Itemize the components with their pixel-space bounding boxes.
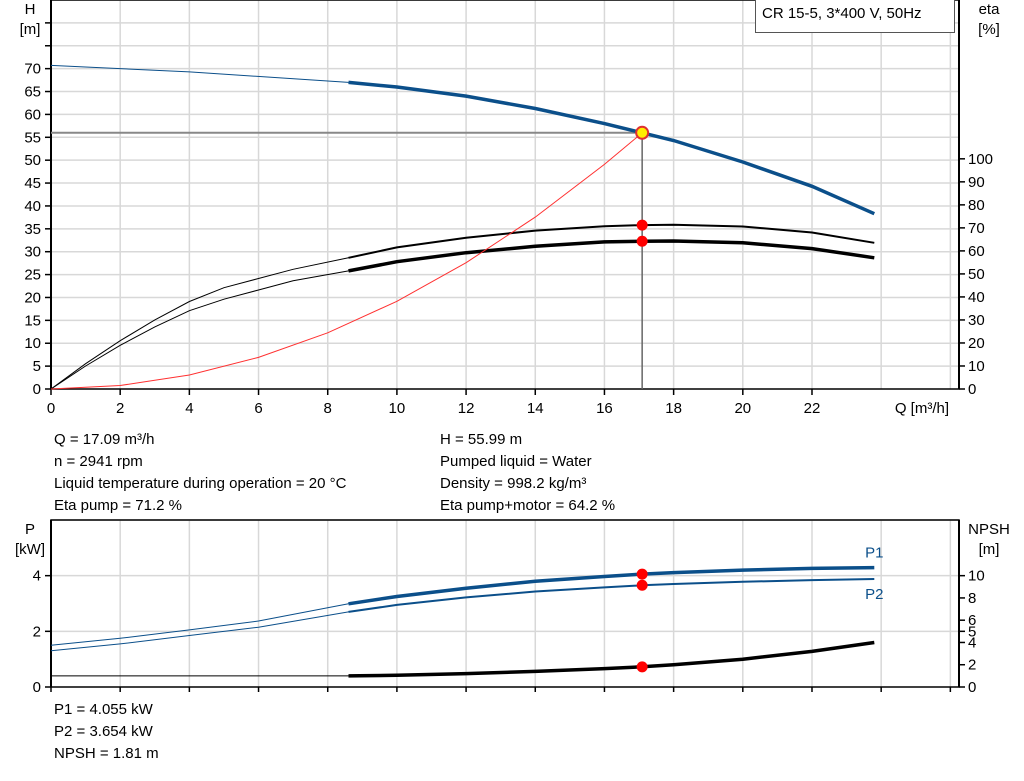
info-npsh: NPSH = 1.81 m <box>54 745 159 762</box>
info-temperature: Liquid temperature during operation = 20… <box>54 475 347 492</box>
x-tick-label: 16 <box>596 400 613 417</box>
y-tick-label: 55 <box>24 129 41 146</box>
y-tick-label: 70 <box>24 61 41 78</box>
y2-tick-label: 80 <box>968 197 985 214</box>
y2-tick-label: 0 <box>968 381 976 398</box>
y-tick-label: 65 <box>24 84 41 101</box>
marker-p2 <box>636 579 648 591</box>
marker-eta-pump-motor <box>636 235 648 247</box>
y-tick-label: 45 <box>24 175 41 192</box>
y-tick-label: 30 <box>24 244 41 261</box>
x-axis-title: Q [m³/h] <box>895 400 949 417</box>
x-tick-label: 2 <box>116 400 124 417</box>
info-head: H = 55.99 m <box>440 431 523 448</box>
y-tick-label: 0 <box>33 679 41 696</box>
y2-axis-title: NPSH <box>968 521 1010 538</box>
y2-tick-label: 40 <box>968 289 985 306</box>
curve-system-thin <box>50 132 643 390</box>
x-tick-label: 22 <box>804 400 821 417</box>
curve-eta_pump_motor-thin <box>50 270 349 390</box>
curve-head-thin <box>50 64 349 83</box>
x-tick-label: 8 <box>324 400 332 417</box>
info-p1: P1 = 4.055 kW <box>54 701 153 718</box>
y2-tick-label: 100 <box>968 151 993 168</box>
plot-frame <box>50 519 960 688</box>
y-tick-label: 0 <box>33 381 41 398</box>
x-tick-label: 0 <box>47 400 55 417</box>
y2-tick-label: 10 <box>968 568 985 585</box>
y2-tick-label: 90 <box>968 174 985 191</box>
curve-P2-thick <box>348 578 875 613</box>
y-axis-unit: [kW] <box>15 541 45 558</box>
y2-axis-unit: [m] <box>979 541 1000 558</box>
y2-axis-unit: [%] <box>978 21 1000 38</box>
plot-frame <box>50 0 960 390</box>
y2-tick-label: 60 <box>968 243 985 260</box>
y-tick-label: 2 <box>33 623 41 640</box>
y-axis-unit: [m] <box>20 21 41 38</box>
y2-tick-label: 2 <box>968 657 976 674</box>
marker-eta-pump <box>636 219 648 231</box>
y-tick-label: 50 <box>24 152 41 169</box>
pump-legend: CR 15-5, 3*400 V, 50Hz <box>755 0 955 33</box>
x-tick-label: 14 <box>527 400 544 417</box>
marker-duty-point <box>635 125 650 140</box>
y-tick-label: 60 <box>24 106 41 123</box>
marker-npsh <box>636 661 648 673</box>
y-axis-title: P <box>25 521 35 538</box>
info-eta-pump: Eta pump = 71.2 % <box>54 497 182 514</box>
info-density: Density = 998.2 kg/m³ <box>440 475 587 492</box>
y2-tick-label: 70 <box>968 220 985 237</box>
info-liquid: Pumped liquid = Water <box>440 453 592 470</box>
y2-tick-label: 4 <box>968 634 976 651</box>
x-tick-label: 10 <box>389 400 406 417</box>
x-tick-label: 4 <box>185 400 193 417</box>
y-tick-label: 35 <box>24 221 41 238</box>
curve-head-thick <box>348 80 876 216</box>
curve-eta_pump-thin <box>50 257 349 390</box>
curve-P1-thick <box>348 565 875 606</box>
curve-P1-thin <box>50 603 349 646</box>
y2-tick-label: 5 <box>968 623 976 640</box>
y2-tick-label: 8 <box>968 590 976 607</box>
x-tick-label: 18 <box>665 400 682 417</box>
curve-NPSH-thick <box>348 640 875 678</box>
y-tick-label: 25 <box>24 267 41 284</box>
x-tick-label: 6 <box>254 400 262 417</box>
y2-tick-label: 10 <box>968 358 985 375</box>
curve-eta_pump-thick <box>348 223 875 259</box>
y2-tick-label: 6 <box>968 612 976 629</box>
info-top-right: H = 55.99 m Pumped liquid = Water Densit… <box>440 429 615 517</box>
series-label-P1: P1 <box>865 545 883 562</box>
info-bottom: P1 = 4.055 kW P2 = 3.654 kW NPSH = 1.81 … <box>54 699 159 765</box>
info-eta-pump-motor: Eta pump+motor = 64.2 % <box>440 497 616 514</box>
y-tick-label: 10 <box>24 335 41 352</box>
curve-P2-thin <box>50 611 349 652</box>
y2-tick-label: 50 <box>968 266 985 283</box>
y2-tick-label: 30 <box>968 312 985 329</box>
y-tick-label: 20 <box>24 289 41 306</box>
y-tick-label: 40 <box>24 198 41 215</box>
y-tick-label: 4 <box>33 568 41 585</box>
y2-tick-label: 0 <box>968 679 976 696</box>
info-p2: P2 = 3.654 kW <box>54 723 153 740</box>
y-tick-label: 15 <box>24 312 41 329</box>
x-tick-label: 12 <box>458 400 475 417</box>
y-tick-label: 5 <box>33 358 41 375</box>
curve-eta_pump_motor-thick <box>348 239 875 273</box>
info-flow: Q = 17.09 m³/h <box>54 431 155 448</box>
y2-axis-title: eta <box>979 1 1001 18</box>
x-tick-label: 20 <box>734 400 751 417</box>
y2-tick-label: 20 <box>968 335 985 352</box>
marker-p1 <box>636 568 648 580</box>
info-speed: n = 2941 rpm <box>54 453 143 470</box>
y-axis-title: H <box>25 1 36 18</box>
series-label-P2: P2 <box>865 586 883 603</box>
info-top-left: Q = 17.09 m³/h n = 2941 rpm Liquid tempe… <box>54 429 346 517</box>
